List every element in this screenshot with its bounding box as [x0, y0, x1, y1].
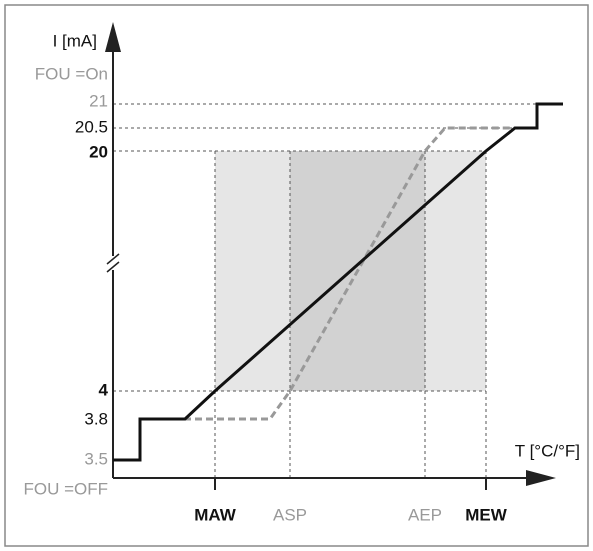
x-label: MEW	[465, 505, 508, 524]
x-label: ASP	[273, 505, 307, 524]
y-label: 20	[89, 142, 108, 161]
x-axis-label: T [°C/°F]	[515, 441, 580, 460]
y-axis-label: I [mA]	[53, 31, 97, 50]
y-label: 20.5	[75, 117, 108, 136]
y-label: 21	[89, 91, 108, 110]
x-label: AEP	[408, 505, 442, 524]
characteristic	[113, 102, 563, 462]
axes	[105, 22, 556, 490]
x-label: MAW	[194, 505, 237, 524]
y-label: FOU =OFF	[23, 479, 108, 498]
y-label: 4	[99, 380, 109, 399]
y-label: FOU =On	[35, 64, 108, 83]
y-label: 3.8	[84, 409, 108, 428]
dashed-characteristic	[140, 126, 515, 421]
y-label: 3.5	[84, 449, 108, 468]
